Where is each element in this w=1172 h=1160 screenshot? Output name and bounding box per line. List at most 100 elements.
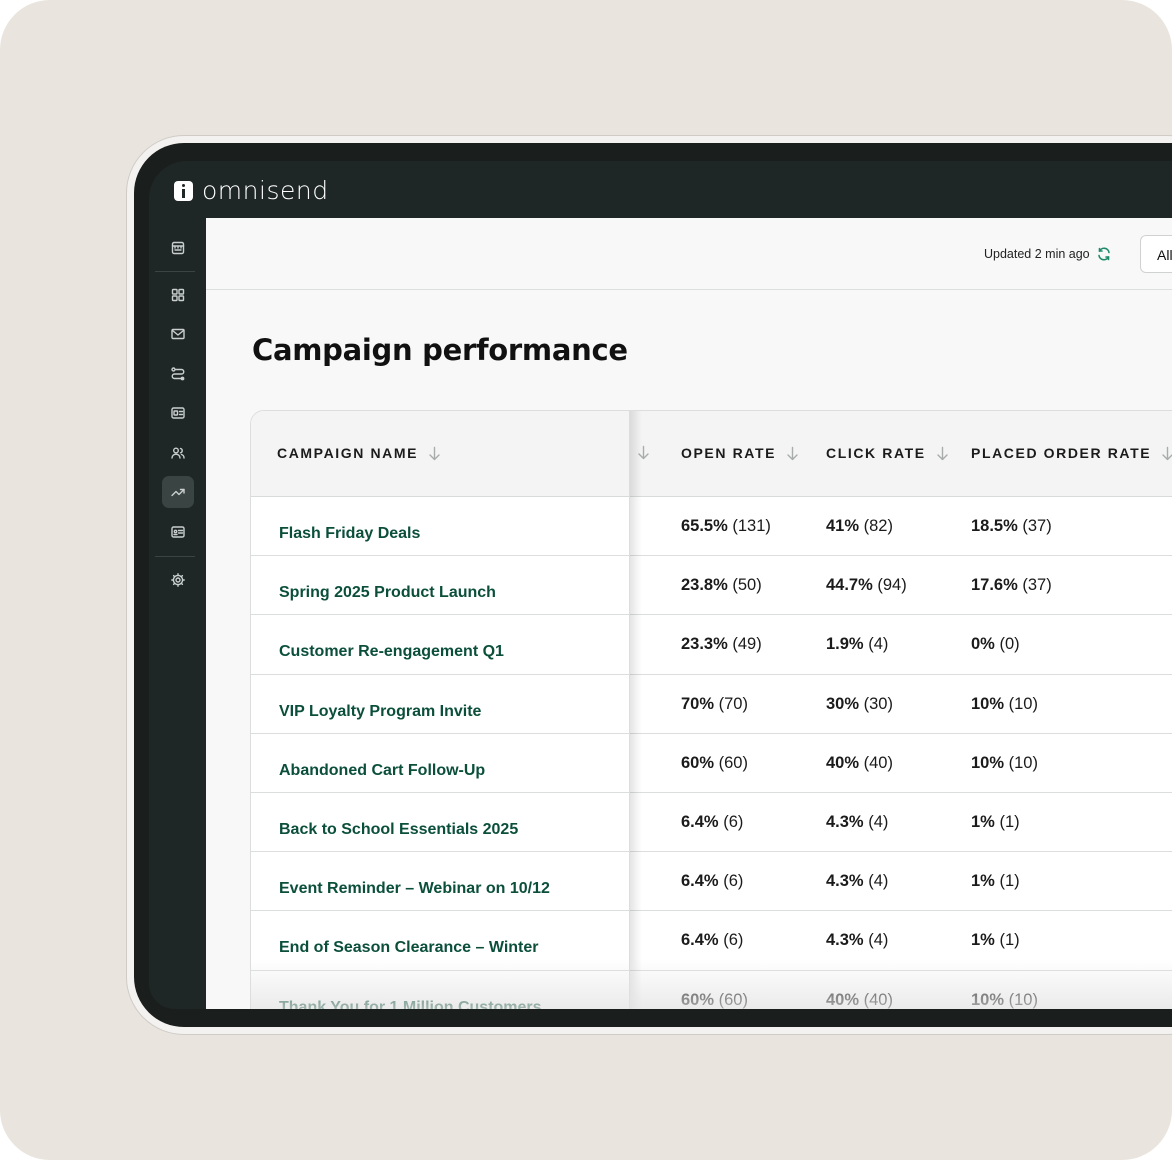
- campaign-name-link[interactable]: Flash Friday Deals: [279, 525, 421, 542]
- rate-count: (4): [868, 635, 889, 654]
- rate-percent: 17.6%: [971, 576, 1018, 595]
- rate-percent: 10%: [971, 694, 1005, 713]
- rate-percent: 10%: [971, 753, 1005, 772]
- rate-percent: 1%: [971, 931, 995, 950]
- table-row[interactable]: Spring 2025 Product Launch 23.8% (50) 44.7…: [251, 556, 1172, 616]
- open-rate-cell: 60% (60): [681, 754, 748, 773]
- table-row[interactable]: Event Reminder – Webinar on 10/12 6.4% (6…: [251, 852, 1172, 912]
- rate-count: (1): [999, 931, 1020, 950]
- rate-percent: 18.5%: [971, 517, 1018, 535]
- logo[interactable]: omnisend: [174, 176, 329, 205]
- sticky-column-shadow: [630, 411, 642, 1009]
- rate-count: (37): [1022, 517, 1052, 535]
- rate-count: (40): [863, 753, 893, 772]
- rate-percent: 23.8%: [681, 576, 728, 595]
- grid-icon: [171, 288, 185, 302]
- trend-icon: [171, 488, 185, 497]
- app-screen: omnisend: [149, 161, 1172, 1009]
- campaign-name-link[interactable]: Customer Re-engagement Q1: [279, 643, 504, 661]
- sidebar-item-forms[interactable]: [162, 397, 194, 429]
- rate-count: (4): [868, 872, 889, 891]
- rate-count: (10): [1008, 694, 1038, 713]
- table-row[interactable]: End of Season Clearance – Winter 6.4% (6)…: [251, 911, 1172, 971]
- table-row[interactable]: Back to School Essentials 2025 6.4% (6) 4.…: [251, 793, 1172, 853]
- campaign-name-link[interactable]: Back to School Essentials 2025: [279, 820, 519, 838]
- rate-percent: 40%: [826, 990, 860, 1009]
- rate-count: (4): [868, 931, 889, 950]
- sidebar-item-settings[interactable]: [162, 564, 194, 596]
- campaign-name-link[interactable]: Abandoned Cart Follow-Up: [279, 761, 486, 779]
- sidebar-item-campaigns[interactable]: [162, 318, 194, 350]
- sidebar-item-sms[interactable]: [162, 516, 194, 548]
- form-icon: [171, 407, 185, 419]
- campaign-table: CAMPAIGN NAME OPEN RATE CLICK RATE PLACE…: [250, 410, 1172, 1009]
- rate-count: (1): [999, 812, 1020, 831]
- table-row[interactable]: Flash Friday Deals 65.5% (131) 41% (82) 18.…: [251, 497, 1172, 557]
- table-row[interactable]: Abandoned Cart Follow-Up 60% (60) 40% (40)…: [251, 734, 1172, 793]
- sidebar-divider: [155, 556, 195, 557]
- campaign-name-link[interactable]: Spring 2025 Product Launch: [279, 584, 496, 602]
- click-rate-cell: 1.9% (4): [826, 635, 888, 654]
- rate-count: (6): [723, 931, 744, 950]
- page-header: Updated 2 min ago All: [206, 218, 1172, 290]
- rate-percent: 44.7%: [826, 576, 873, 595]
- sticky-column-divider: [629, 411, 630, 1009]
- rate-percent: 40%: [826, 753, 860, 772]
- placed-order-rate-cell: 1% (1): [971, 931, 1020, 950]
- placed-order-rate-cell: 0% (0): [971, 635, 1020, 654]
- mail-icon: [171, 328, 185, 340]
- click-rate-cell: 4.3% (4): [826, 931, 888, 950]
- column-header-click-rate[interactable]: CLICK RATE: [826, 445, 949, 461]
- rate-percent: 41%: [826, 517, 860, 535]
- sidebar-item-reports[interactable]: [162, 476, 194, 508]
- placed-order-rate-cell: 1% (1): [971, 872, 1020, 891]
- sort-arrow-icon[interactable]: [428, 446, 441, 461]
- column-header-hidden[interactable]: [637, 445, 650, 460]
- rate-count: (131): [732, 517, 771, 535]
- sidebar-item-store[interactable]: [162, 232, 194, 264]
- click-rate-cell: 41% (82): [826, 517, 893, 536]
- campaign-name-link[interactable]: Thank You for 1 Million Customers: [279, 998, 542, 1010]
- campaign-name-link[interactable]: End of Season Clearance – Winter: [279, 939, 539, 957]
- rate-percent: 23.3%: [681, 635, 728, 654]
- column-header-placed-order-rate[interactable]: PLACED ORDER RATE: [971, 445, 1172, 461]
- campaign-name-link[interactable]: Event Reminder – Webinar on 10/12: [279, 880, 550, 898]
- rate-percent: 60%: [681, 990, 715, 1009]
- refresh-icon: [1098, 247, 1110, 261]
- table-row[interactable]: Thank You for 1 Million Customers 60% (60…: [251, 971, 1172, 1010]
- open-rate-cell: 70% (70): [681, 695, 748, 714]
- card-icon: [171, 526, 185, 538]
- column-header-campaign-name[interactable]: CAMPAIGN NAME: [277, 445, 441, 461]
- rate-percent: 6.4%: [681, 812, 719, 831]
- sidebar-item-automation[interactable]: [162, 358, 194, 390]
- open-rate-cell: 65.5% (131): [681, 517, 771, 536]
- open-rate-cell: 6.4% (6): [681, 813, 743, 832]
- placed-order-rate-cell: 10% (10): [971, 695, 1038, 714]
- sidebar: [149, 218, 206, 1009]
- refresh-button[interactable]: [1096, 246, 1112, 262]
- sidebar-item-dashboard[interactable]: [162, 279, 194, 311]
- sort-arrow-icon[interactable]: [786, 446, 799, 461]
- sidebar-item-audience[interactable]: [162, 437, 194, 469]
- updated-status: Updated 2 min ago: [984, 247, 1090, 261]
- open-rate-cell: 6.4% (6): [681, 931, 743, 950]
- open-rate-cell: 60% (60): [681, 991, 748, 1010]
- table-row[interactable]: VIP Loyalty Program Invite 70% (70) 30% (3…: [251, 675, 1172, 734]
- rate-count: (30): [863, 694, 893, 713]
- page-title: Campaign performance: [252, 333, 628, 367]
- rate-count: (10): [1008, 753, 1038, 772]
- placed-order-rate-cell: 18.5% (37): [971, 517, 1052, 536]
- table-row[interactable]: Customer Re-engagement Q1 23.3% (49) 1.9% …: [251, 615, 1172, 675]
- rate-count: (70): [718, 694, 748, 713]
- sort-arrow-icon[interactable]: [1161, 446, 1172, 461]
- logo-icon: [174, 180, 193, 201]
- campaign-name-link[interactable]: VIP Loyalty Program Invite: [279, 702, 482, 720]
- column-header-open-rate[interactable]: OPEN RATE: [681, 445, 799, 461]
- sort-arrow-icon[interactable]: [936, 446, 949, 461]
- rate-count: (82): [863, 517, 893, 535]
- filter-dropdown[interactable]: All: [1140, 235, 1172, 273]
- click-rate-cell: 4.3% (4): [826, 872, 888, 891]
- rate-count: (60): [718, 753, 748, 772]
- placed-order-rate-cell: 10% (10): [971, 991, 1038, 1010]
- sort-arrow-icon[interactable]: [637, 445, 650, 460]
